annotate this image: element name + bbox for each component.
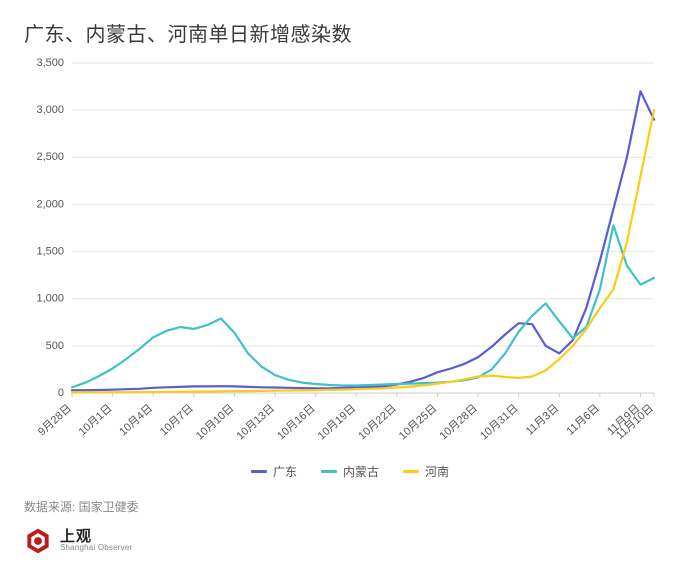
data-source-label: 数据来源: 国家卫健委: [24, 498, 676, 515]
svg-text:9月28日: 9月28日: [36, 402, 74, 438]
chart-title: 广东、内蒙古、河南单日新增感染数: [24, 18, 676, 47]
legend-item: 广东: [251, 463, 297, 480]
line-chart-svg: 05001,0001,5002,0002,5003,0003,5009月28日1…: [24, 57, 668, 457]
logo-sub-text: Shanghai Observer: [60, 544, 132, 553]
svg-text:2,500: 2,500: [36, 151, 64, 163]
svg-text:10月19日: 10月19日: [316, 402, 359, 442]
legend-item: 河南: [403, 463, 449, 480]
svg-text:1,000: 1,000: [36, 293, 64, 305]
svg-text:10月22日: 10月22日: [356, 402, 399, 442]
legend-swatch-icon: [251, 470, 267, 473]
legend-label: 内蒙古: [343, 463, 379, 480]
svg-text:10月25日: 10月25日: [397, 402, 440, 442]
svg-text:11月6日: 11月6日: [564, 402, 601, 437]
svg-text:3,500: 3,500: [36, 57, 64, 69]
svg-text:10月13日: 10月13日: [234, 402, 277, 442]
legend-label: 河南: [425, 463, 449, 480]
svg-text:10月4日: 10月4日: [117, 402, 155, 438]
legend-swatch-icon: [321, 470, 337, 473]
svg-text:0: 0: [58, 387, 64, 399]
svg-text:10月31日: 10月31日: [478, 402, 521, 442]
svg-text:10月10日: 10月10日: [194, 402, 237, 442]
svg-text:10月28日: 10月28日: [437, 402, 480, 442]
legend-item: 内蒙古: [321, 463, 379, 480]
legend-label: 广东: [273, 463, 297, 480]
legend: 广东 内蒙古 河南: [24, 463, 676, 480]
chart-area: 05001,0001,5002,0002,5003,0003,5009月28日1…: [24, 57, 668, 457]
svg-text:3,000: 3,000: [36, 104, 64, 116]
svg-text:1,500: 1,500: [36, 245, 64, 257]
svg-text:500: 500: [46, 340, 64, 352]
svg-text:10月7日: 10月7日: [158, 402, 196, 438]
series-内蒙古: [72, 225, 654, 387]
legend-swatch-icon: [403, 470, 419, 473]
logo-text: 上观 Shanghai Observer: [60, 529, 132, 553]
publisher-logo: 上观 Shanghai Observer: [24, 527, 676, 555]
logo-icon: [24, 527, 52, 555]
svg-text:11月3日: 11月3日: [524, 402, 561, 437]
svg-text:2,000: 2,000: [36, 198, 64, 210]
svg-text:10月1日: 10月1日: [77, 402, 115, 438]
chart-container: 广东、内蒙古、河南单日新增感染数 0 500 1,000 1,500 2,000 2,50…: [0, 0, 700, 574]
svg-text:10月16日: 10月16日: [275, 402, 318, 442]
